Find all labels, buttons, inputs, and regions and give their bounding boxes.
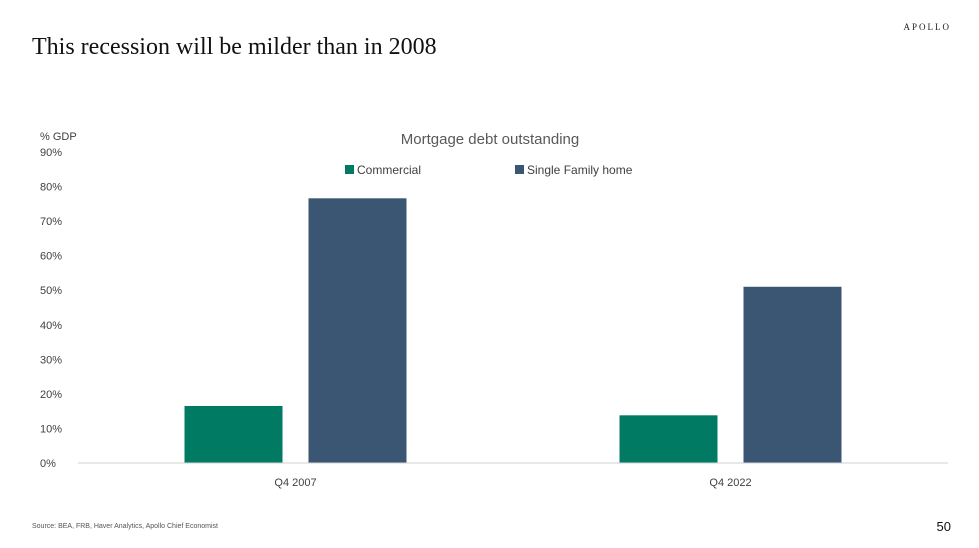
y-tick-label: 90% [40, 147, 62, 159]
bars [184, 198, 842, 463]
chart-legend: Commercial Single Family home [345, 163, 633, 177]
source-note: Source: BEA, FRB, Haver Analytics, Apoll… [32, 523, 218, 530]
y-axis: 0% 10% 20% 30% 40% 50% 60% 70% 80% 90% [40, 147, 62, 470]
legend-swatch [345, 165, 354, 174]
slide-title: This recession will be milder than in 20… [32, 34, 437, 60]
legend-label: Commercial [357, 163, 421, 177]
chart-title: Mortgage debt outstanding [401, 131, 579, 148]
bar-commercial-1 [619, 415, 718, 463]
brand-logo: APOLLO [903, 22, 951, 32]
y-tick-label: 0% [40, 458, 56, 470]
y-tick-label: 60% [40, 251, 62, 263]
y-axis-label: % GDP [40, 131, 77, 143]
y-tick-label: 10% [40, 423, 62, 435]
x-tick-label: Q4 2007 [274, 477, 316, 489]
y-tick-label: 50% [40, 285, 62, 297]
legend-label: Single Family home [527, 163, 633, 177]
y-tick-label: 70% [40, 216, 62, 228]
y-tick-label: 80% [40, 182, 62, 194]
page-number: 50 [936, 519, 951, 534]
y-tick-label: 40% [40, 320, 62, 332]
y-tick-label: 30% [40, 354, 62, 366]
bar-commercial-0 [184, 405, 283, 463]
x-axis: Q4 2007 Q4 2022 [274, 477, 751, 489]
bar-single-family-0 [308, 198, 407, 463]
x-tick-label: Q4 2022 [709, 477, 751, 489]
y-tick-label: 20% [40, 389, 62, 401]
bar-single-family-1 [743, 286, 842, 463]
legend-swatch [515, 165, 524, 174]
